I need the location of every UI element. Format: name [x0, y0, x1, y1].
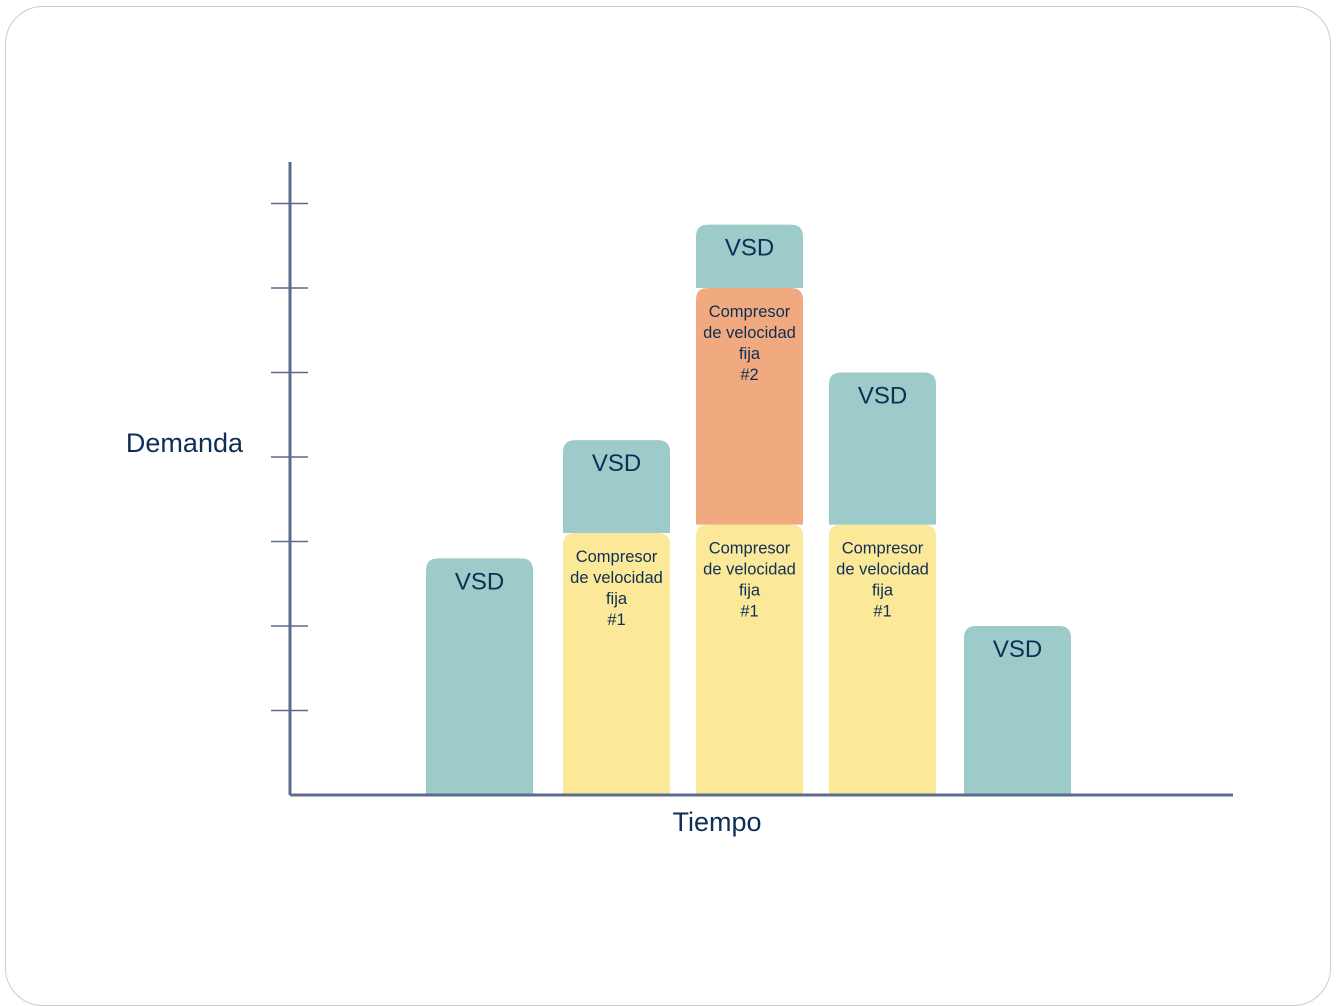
bar-segment-label-line: Compresor: [709, 540, 791, 558]
bar-segment-label: Compresor de velocidad fija #2: [703, 303, 796, 384]
x-axis-label: Tiempo: [672, 807, 761, 837]
bar-segment-vsd: [696, 224, 803, 288]
bar-segment-label-line: VSD: [455, 568, 504, 595]
bar-segment-fixed2: [696, 288, 803, 525]
bar-segment-fixed1: [563, 533, 670, 795]
bar-segment-label: VSD: [592, 450, 641, 477]
bar-segment-label-line: #2: [740, 366, 758, 384]
bar-segment-label-line: #1: [607, 611, 625, 629]
y-axis-label: Demanda: [126, 428, 244, 458]
bar-segment-fixed1: [696, 524, 803, 795]
bar-segment-label-line: fija: [872, 582, 894, 600]
bars-group: VSD Compresor de velocidad fija #1 VSD Compres…: [426, 224, 1071, 795]
bar-segment-label: Compresor de velocidad fija #1: [703, 540, 796, 621]
bar-segment-label-line: fija: [739, 345, 761, 363]
bar-segment-fixed1: [829, 524, 936, 795]
bar-segment-label: VSD: [455, 568, 504, 595]
bar-segment-label-line: fija: [606, 590, 628, 608]
bar-segment-label-line: de velocidad: [703, 561, 796, 579]
bar-segment-label-line: de velocidad: [836, 561, 929, 579]
demand-chart: VSD Compresor de velocidad fija #1 VSD Compres…: [126, 162, 1233, 837]
bar-segment-label-line: Compresor: [842, 540, 924, 558]
bar-segment-label-line: VSD: [858, 383, 907, 410]
bar-segment-label-line: de velocidad: [570, 569, 663, 587]
bar-segment-vsd: [964, 626, 1071, 795]
bar-segment-label-line: Compresor: [576, 548, 658, 566]
bar-segment-label-line: fija: [739, 582, 761, 600]
bar-segment-label: VSD: [993, 636, 1042, 663]
bar-segment-vsd: [426, 558, 533, 795]
bar-segment-label: Compresor de velocidad fija #1: [570, 548, 663, 629]
bar-segment-label-line: de velocidad: [703, 324, 796, 342]
bar-segment-label-line: VSD: [993, 636, 1042, 663]
y-ticks-group: [271, 202, 308, 712]
bar-segment-label: VSD: [725, 235, 774, 262]
bar-segment-vsd: [829, 372, 936, 525]
bar-segment-label-line: #1: [740, 603, 758, 621]
bar-segment-label-line: VSD: [725, 235, 774, 262]
bar-segment-label: VSD: [858, 383, 907, 410]
axes-group: [288, 162, 1233, 797]
bar-segment-label: Compresor de velocidad fija #1: [836, 540, 929, 621]
bar-segment-label-line: Compresor: [709, 303, 791, 321]
bar-segment-label-line: #1: [873, 603, 891, 621]
bar-segment-label-line: VSD: [592, 450, 641, 477]
bar-segment-vsd: [563, 440, 670, 534]
